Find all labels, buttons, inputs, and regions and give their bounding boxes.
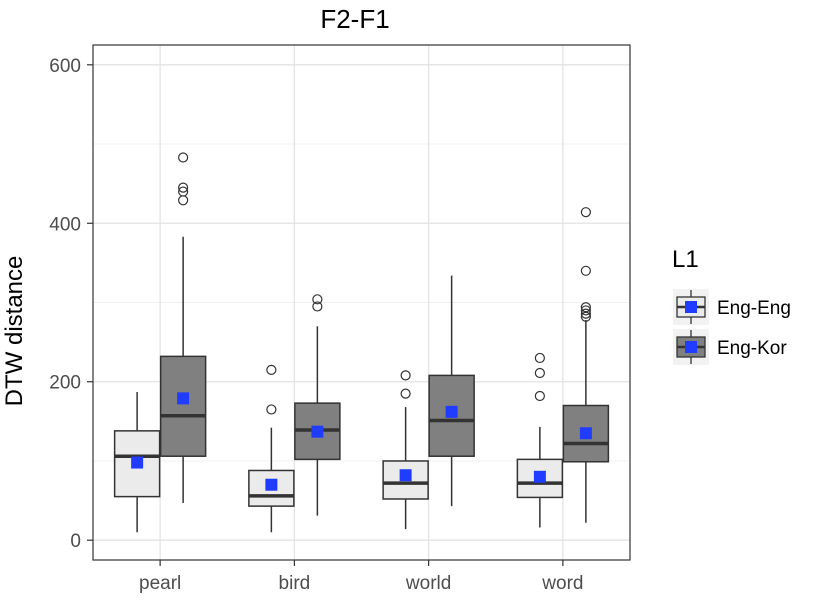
box-Eng-Kor-world bbox=[428, 275, 475, 507]
legend-item-Eng-Kor: Eng-Kor bbox=[673, 329, 787, 365]
outlier-point bbox=[266, 364, 277, 375]
outlier-point bbox=[178, 182, 189, 193]
legend: L1 Eng-Eng Eng-Kor bbox=[672, 246, 791, 365]
mean-marker bbox=[177, 392, 190, 405]
y-tick-label: 200 bbox=[49, 373, 81, 394]
box-iqr bbox=[159, 355, 207, 457]
outlier-point bbox=[400, 370, 411, 381]
outlier-point bbox=[266, 404, 277, 415]
outlier-point bbox=[534, 367, 545, 379]
y-tick-label: 600 bbox=[49, 56, 81, 77]
x-tick-label: pearl bbox=[139, 573, 181, 594]
outlier-point bbox=[178, 186, 189, 197]
box-Eng-Kor-bird bbox=[294, 294, 341, 516]
legend-mean-marker bbox=[685, 301, 697, 313]
mean-marker bbox=[533, 470, 546, 483]
outlier-point bbox=[312, 294, 323, 305]
outlier-point bbox=[580, 305, 591, 316]
y-tick-label: 0 bbox=[70, 531, 81, 552]
outlier-point bbox=[534, 390, 545, 402]
outlier-point bbox=[178, 152, 189, 163]
chart-title: F2-F1 bbox=[320, 4, 389, 34]
x-tick-label: world bbox=[405, 573, 451, 594]
x-tick-label: word bbox=[541, 573, 583, 594]
y-axis: 0 200 400 600 bbox=[49, 56, 93, 552]
legend-title: L1 bbox=[672, 246, 699, 273]
box-Eng-Eng-word bbox=[516, 352, 564, 528]
x-axis: pearl bird world word bbox=[139, 560, 583, 594]
plot-panel bbox=[92, 44, 631, 561]
outlier-point bbox=[312, 301, 323, 312]
box-Eng-Eng-world bbox=[382, 370, 429, 530]
box-Eng-Eng-bird bbox=[248, 364, 295, 533]
panel-border bbox=[92, 44, 631, 561]
outlier-point bbox=[534, 352, 545, 364]
legend-item-Eng-Eng: Eng-Eng bbox=[673, 289, 791, 325]
mean-marker bbox=[311, 425, 324, 438]
x-tick-label: bird bbox=[279, 573, 311, 594]
y-axis-label: DTW distance bbox=[1, 256, 28, 407]
legend-mean-marker bbox=[685, 341, 697, 353]
mean-marker bbox=[579, 427, 592, 440]
legend-label: Eng-Eng bbox=[717, 298, 791, 319]
box-Eng-Eng-pearl bbox=[113, 392, 161, 533]
mean-marker bbox=[265, 478, 278, 491]
outlier-point bbox=[580, 302, 591, 313]
y-tick-label: 400 bbox=[49, 214, 81, 235]
outlier-point bbox=[580, 308, 591, 319]
outlier-point bbox=[400, 388, 411, 399]
mean-marker bbox=[131, 456, 144, 469]
box-Eng-Kor-pearl bbox=[159, 152, 207, 503]
mean-marker bbox=[399, 469, 412, 482]
legend-label: Eng-Kor bbox=[717, 338, 787, 359]
outlier-point bbox=[580, 265, 591, 276]
outlier-point bbox=[580, 207, 591, 218]
mean-marker bbox=[445, 405, 458, 418]
box-Eng-Kor-word bbox=[562, 207, 610, 523]
